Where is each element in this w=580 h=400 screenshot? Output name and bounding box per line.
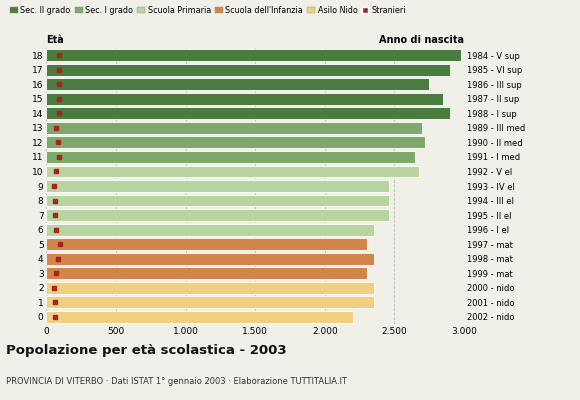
Text: Età: Età [46, 35, 64, 45]
Bar [46, 209, 389, 221]
Text: Popolazione per età scolastica - 2003: Popolazione per età scolastica - 2003 [6, 344, 287, 357]
Bar [46, 49, 461, 61]
Bar [46, 267, 367, 279]
Bar [46, 253, 374, 264]
Bar [46, 180, 389, 192]
Bar [46, 151, 415, 163]
Bar [46, 238, 367, 250]
Bar [46, 122, 422, 134]
Text: Anno di nascita: Anno di nascita [379, 35, 464, 45]
Bar [46, 194, 389, 206]
Bar [46, 224, 374, 236]
Bar [46, 296, 374, 308]
Legend: Sec. II grado, Sec. I grado, Scuola Primaria, Scuola dell'Infanzia, Asilo Nido, : Sec. II grado, Sec. I grado, Scuola Prim… [10, 6, 407, 15]
Bar [46, 136, 425, 148]
Bar [46, 166, 419, 178]
Bar [46, 78, 429, 90]
Bar [46, 282, 374, 294]
Bar [46, 64, 450, 76]
Text: PROVINCIA DI VITERBO · Dati ISTAT 1° gennaio 2003 · Elaborazione TUTTITALIA.IT: PROVINCIA DI VITERBO · Dati ISTAT 1° gen… [6, 377, 347, 386]
Bar [46, 311, 353, 323]
Bar [46, 93, 443, 105]
Bar [46, 108, 450, 119]
